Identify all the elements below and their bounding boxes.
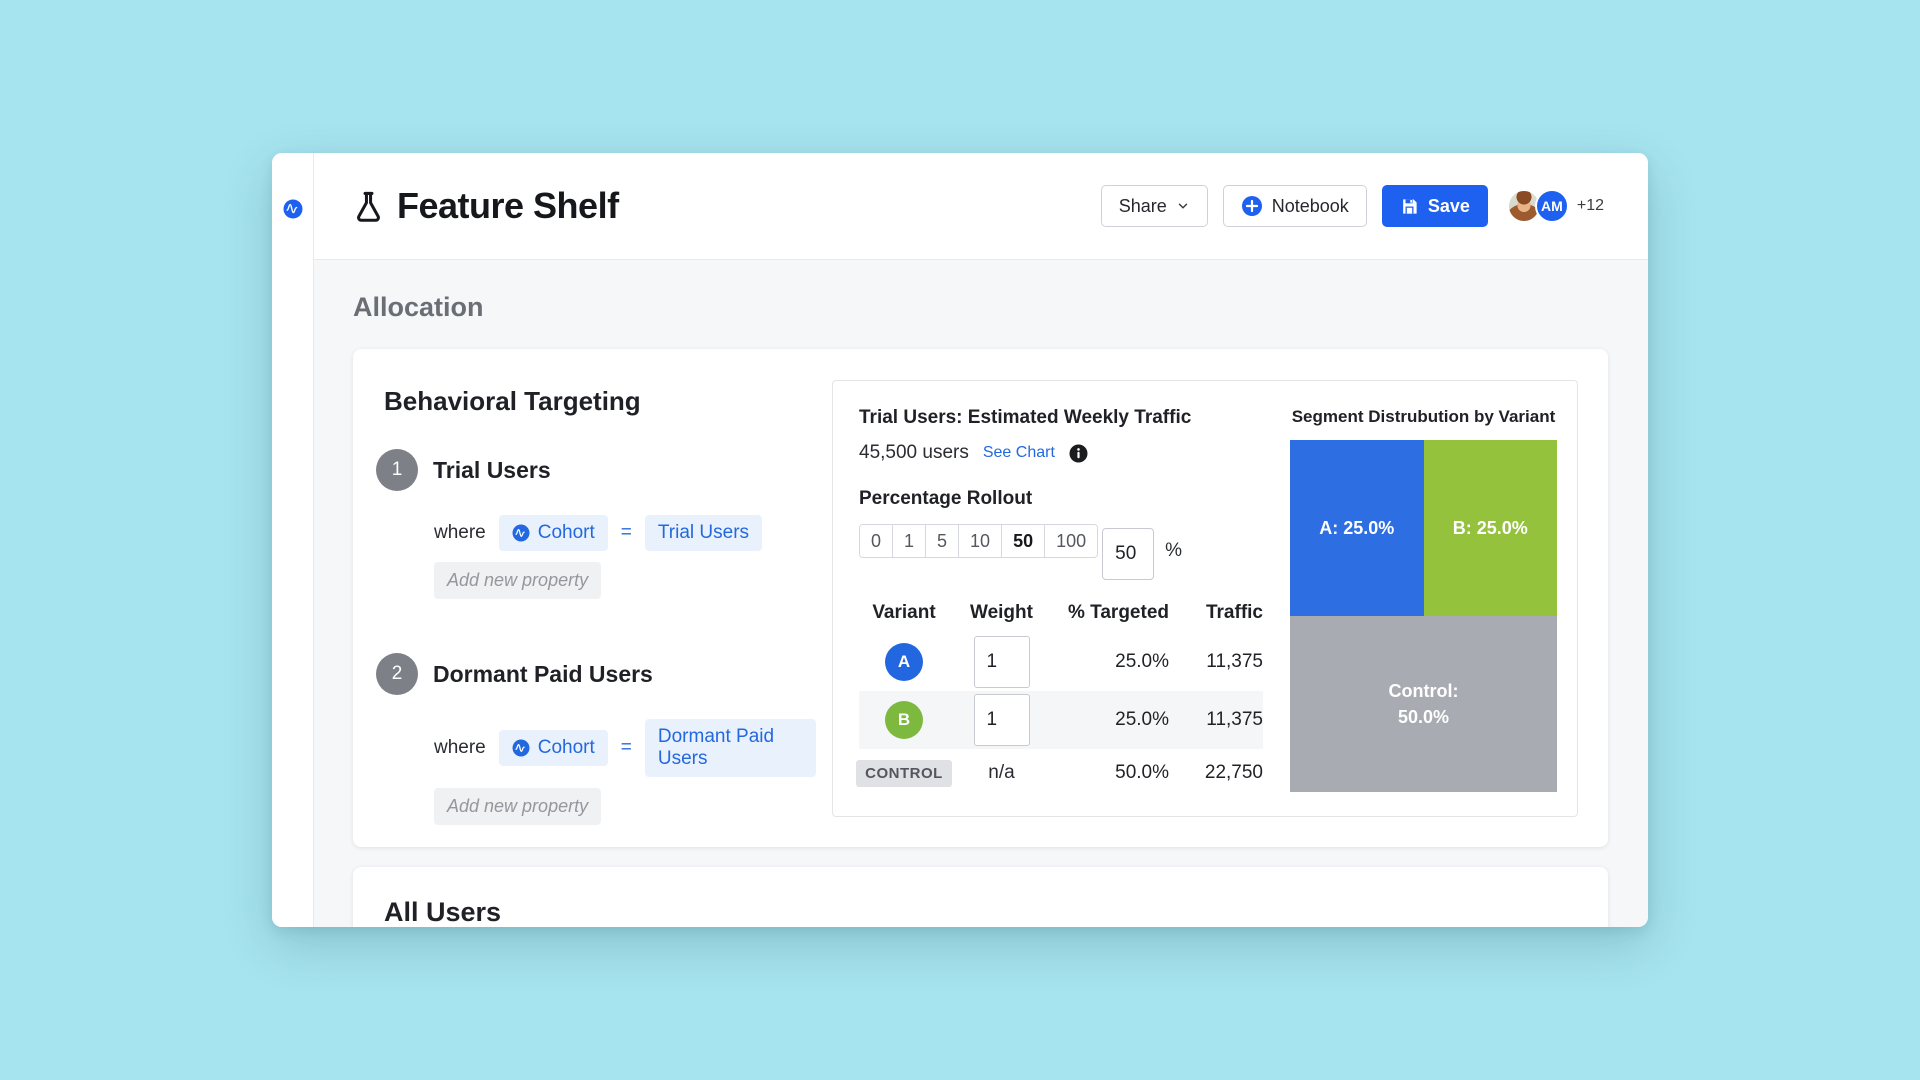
- where-label: where: [434, 522, 486, 543]
- rule-name: Trial Users: [433, 456, 551, 483]
- add-new-property-button[interactable]: Add new property: [434, 788, 602, 825]
- table-row-variant-a: A 25.0% 11,375: [859, 633, 1263, 691]
- table-row-variant-b: B 25.0% 11,375: [859, 691, 1263, 749]
- value-chip[interactable]: Dormant Paid Users: [644, 719, 816, 777]
- treemap-cell-a: A: 25.0%: [1290, 440, 1424, 616]
- save-button-label: Save: [1427, 195, 1470, 216]
- rollout-percent-input[interactable]: [1102, 528, 1155, 580]
- plus-circle-icon: [1241, 196, 1262, 216]
- rule-number-badge: 1: [376, 449, 418, 491]
- value-chip[interactable]: Trial Users: [644, 515, 763, 551]
- rollout-preset-5[interactable]: 5: [926, 525, 960, 557]
- rollout-preset-group: 0 1 5 10 50 100: [859, 524, 1099, 558]
- allocation-panel: Trial Users: Estimated Weekly Traffic 45…: [832, 380, 1578, 817]
- all-users-title: All Users: [384, 897, 502, 927]
- page-title: Feature Shelf: [397, 185, 619, 226]
- share-button[interactable]: Share: [1100, 185, 1208, 227]
- control-badge: CONTROL: [856, 759, 952, 787]
- column-header-weight: Weight: [970, 602, 1033, 623]
- traffic-value: 45,500 users: [859, 442, 969, 463]
- column-header-variant: Variant: [872, 602, 936, 623]
- cohort-icon: [512, 739, 530, 757]
- rollout-preset-50[interactable]: 50: [1002, 525, 1046, 557]
- rollout-preset-100[interactable]: 100: [1045, 525, 1098, 557]
- column-header-traffic: Traffic: [1205, 602, 1263, 623]
- targeting-rule-2: 2 Dormant Paid Users where Cohort: [376, 653, 816, 825]
- targeted-value-control: 50.0%: [1115, 762, 1169, 783]
- property-chip-label: Cohort: [537, 737, 595, 758]
- where-label: where: [434, 737, 486, 758]
- notebook-button[interactable]: Notebook: [1222, 185, 1367, 227]
- treemap-cell-control: Control: 50.0%: [1290, 616, 1557, 792]
- save-icon: [1402, 198, 1417, 214]
- property-chip-label: Cohort: [537, 522, 595, 543]
- chevron-down-icon: [1178, 203, 1187, 209]
- info-icon[interactable]: [1069, 444, 1088, 463]
- percent-sign: %: [1165, 540, 1183, 561]
- left-rail: [272, 153, 314, 927]
- content-area: Allocation Behavioral Targeting 1 Trial …: [314, 260, 1648, 927]
- rollout-title: Percentage Rollout: [859, 488, 1033, 509]
- rule-name: Dormant Paid Users: [433, 660, 653, 687]
- table-row-control: CONTROL n/a 50.0% 22,750: [856, 749, 1263, 797]
- see-chart-link[interactable]: See Chart: [982, 444, 1055, 461]
- collaborator-avatar[interactable]: [1506, 189, 1541, 223]
- weight-input-b[interactable]: [973, 694, 1030, 746]
- rollout-preset-0[interactable]: 0: [860, 525, 894, 557]
- collaborator-avatar-initials[interactable]: AM: [1534, 189, 1569, 223]
- section-title: Allocation: [353, 292, 484, 322]
- variant-b-badge: B: [885, 701, 923, 739]
- weight-na: n/a: [988, 762, 1015, 783]
- operator[interactable]: =: [620, 737, 632, 758]
- property-chip-cohort[interactable]: Cohort: [498, 730, 608, 766]
- targeted-value-b: 25.0%: [1115, 709, 1169, 730]
- targeting-rules: Behavioral Targeting 1 Trial Users where: [376, 380, 816, 825]
- collaborators: AM +12: [1506, 189, 1604, 223]
- notebook-button-label: Notebook: [1271, 195, 1349, 216]
- property-chip-cohort[interactable]: Cohort: [498, 515, 608, 551]
- collaborator-overflow-count[interactable]: +12: [1576, 197, 1604, 214]
- flask-icon: [357, 191, 380, 222]
- save-button[interactable]: Save: [1381, 185, 1488, 227]
- targeting-title: Behavioral Targeting: [384, 386, 641, 416]
- header: Feature Shelf Share Notebook: [314, 153, 1648, 260]
- traffic-value-a: 11,375: [1206, 651, 1263, 672]
- value-chip-label: Trial Users: [657, 522, 750, 543]
- operator[interactable]: =: [620, 522, 632, 543]
- chart-title: Segment Distrubution by Variant: [1291, 407, 1556, 426]
- rollout-preset-10[interactable]: 10: [959, 525, 1003, 557]
- all-users-card: All Users: [353, 867, 1608, 927]
- value-chip-label: Dormant Paid Users: [657, 726, 775, 769]
- treemap: A: 25.0% B: 25.0% Control: 50.0%: [1290, 440, 1557, 792]
- variant-a-badge: A: [885, 643, 923, 681]
- weight-input-a[interactable]: [973, 636, 1030, 688]
- targeting-rule-1: 1 Trial Users where Cohort: [376, 449, 816, 599]
- cohort-icon: [512, 524, 530, 542]
- rollout-preset-1[interactable]: 1: [893, 525, 927, 557]
- app-window: Feature Shelf Share Notebook: [272, 153, 1648, 927]
- add-new-property-button[interactable]: Add new property: [434, 562, 602, 599]
- treemap-cell-b: B: 25.0%: [1423, 440, 1557, 616]
- targeted-value-a: 25.0%: [1115, 651, 1169, 672]
- behavioral-targeting-card: Behavioral Targeting 1 Trial Users where: [353, 349, 1608, 847]
- traffic-value-control: 22,750: [1204, 762, 1263, 783]
- segment-distribution-chart: Segment Distrubution by Variant A: 25.0%…: [1290, 407, 1557, 792]
- allocation-table: Variant Weight % Targeted Traffic A: [856, 602, 1263, 797]
- column-header-targeted: % Targeted: [1067, 602, 1169, 623]
- traffic-value-b: 11,375: [1206, 709, 1263, 730]
- traffic-title: Trial Users: Estimated Weekly Traffic: [859, 407, 1192, 428]
- amplitude-logo-icon[interactable]: [283, 199, 303, 219]
- rule-number-badge: 2: [376, 653, 418, 695]
- share-button-label: Share: [1118, 195, 1167, 216]
